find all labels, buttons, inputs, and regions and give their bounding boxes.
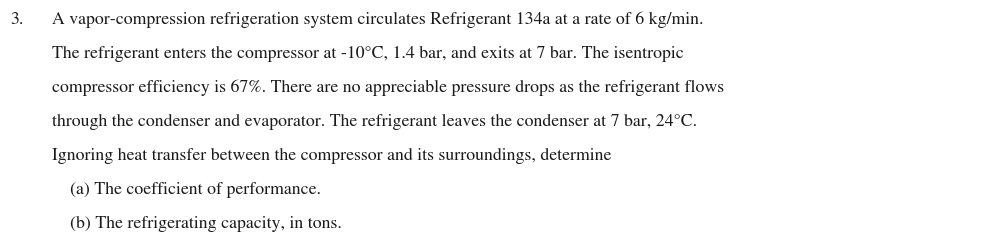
Text: (a) The coefficient of performance.: (a) The coefficient of performance. — [70, 182, 321, 198]
Text: The refrigerant enters the compressor at -10°C, 1.4 bar, and exits at 7 bar. The: The refrigerant enters the compressor at… — [52, 46, 683, 62]
Text: A vapor-compression refrigeration system circulates Refrigerant 134a at a rate o: A vapor-compression refrigeration system… — [52, 12, 703, 28]
Text: compressor efficiency is 67%. There are no appreciable pressure drops as the ref: compressor efficiency is 67%. There are … — [52, 80, 724, 96]
Text: (b) The refrigerating capacity, in tons.: (b) The refrigerating capacity, in tons. — [70, 216, 342, 232]
Text: 3.: 3. — [10, 12, 23, 28]
Text: Ignoring heat transfer between the compressor and its surroundings, determine: Ignoring heat transfer between the compr… — [52, 148, 610, 164]
Text: through the condenser and evaporator. The refrigerant leaves the condenser at 7 : through the condenser and evaporator. Th… — [52, 114, 697, 130]
